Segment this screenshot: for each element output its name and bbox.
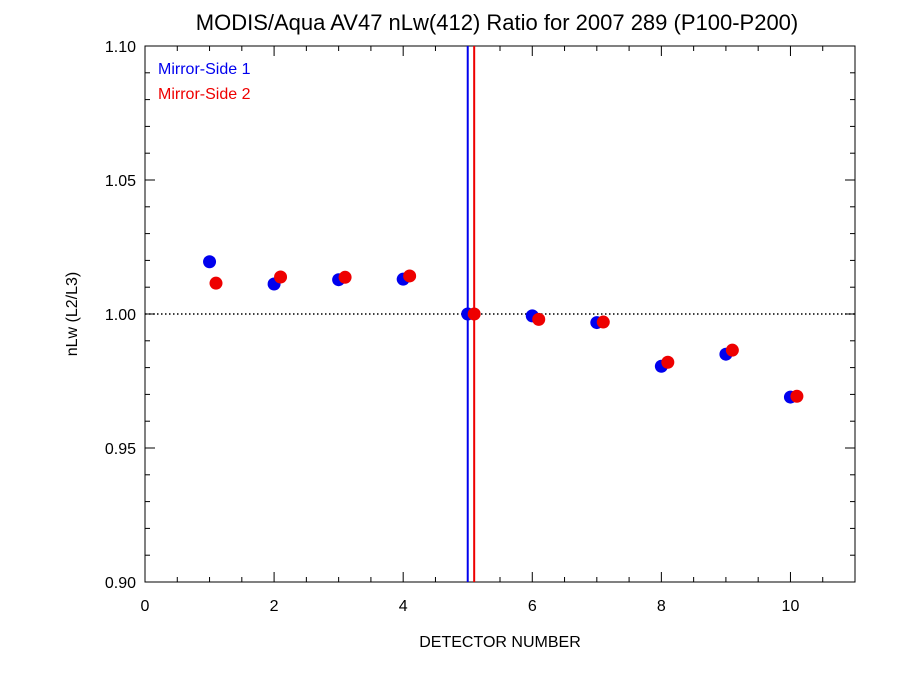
data-point-series-2 <box>532 312 546 326</box>
x-tick-label: 0 <box>141 598 150 615</box>
x-tick-label: 8 <box>657 598 666 615</box>
x-tick-label: 2 <box>270 598 279 615</box>
y-tick-label: 0.90 <box>105 575 136 592</box>
data-point-series-2 <box>274 270 288 284</box>
legend-entry: Mirror-Side 2 <box>158 86 251 103</box>
plot-frame <box>144 45 856 583</box>
axis-ticks: 0 2 4 6 8 10 0.90 0.95 1.00 1.05 1.10 <box>105 39 856 615</box>
legend-entry: Mirror-Side 1 <box>158 61 251 78</box>
y-axis-label: nLw (L2/L3) <box>64 272 81 357</box>
x-axis-label: DETECTOR NUMBER <box>419 634 581 651</box>
y-tick-label: 1.10 <box>105 39 136 56</box>
data-point-series-1 <box>203 255 217 269</box>
y-tick-label: 1.00 <box>105 307 136 324</box>
data-point-series-2 <box>725 343 739 357</box>
y-tick-label: 0.95 <box>105 441 136 458</box>
data-point-series-2 <box>403 269 417 283</box>
data-point-series-2 <box>338 270 352 284</box>
chart-title: MODIS/Aqua AV47 nLw(412) Ratio for 2007 … <box>196 10 799 35</box>
data-point-series-2 <box>661 355 675 369</box>
y-tick-label: 1.05 <box>105 173 136 190</box>
data-point-series-2 <box>467 307 481 321</box>
legend: Mirror-Side 1 Mirror-Side 2 <box>158 61 251 103</box>
x-tick-label: 6 <box>528 598 537 615</box>
x-tick-label: 4 <box>399 598 408 615</box>
data-point-series-2 <box>209 276 223 290</box>
data-point-series-2 <box>790 389 804 403</box>
data-point-series-2 <box>596 315 610 329</box>
data-points-group <box>203 255 804 404</box>
x-tick-label: 10 <box>782 598 800 615</box>
